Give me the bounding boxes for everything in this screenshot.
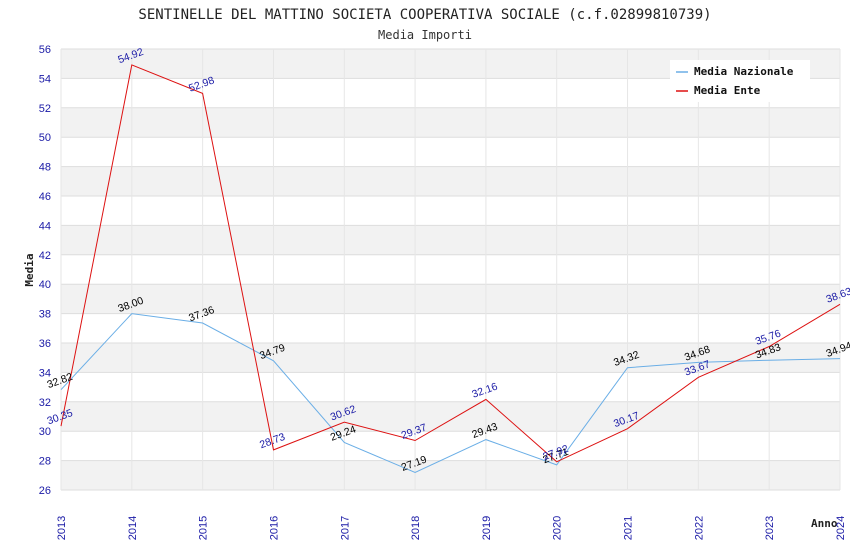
grid-band (61, 254, 840, 285)
x-tick-label: 2018 (410, 516, 422, 540)
y-tick-label: 44 (39, 220, 51, 232)
y-tick-label: 40 (39, 279, 51, 291)
y-tick-label: 48 (39, 162, 51, 174)
grid-band (61, 196, 840, 226)
grid-band (61, 372, 840, 402)
y-tick-labels: 26 28 30 32 34 36 38 40 42 44 46 48 50 52 54 56 (39, 44, 51, 497)
grid-band (61, 137, 840, 167)
x-tick-label: 2015 (198, 516, 210, 540)
grid-band (61, 166, 840, 196)
series-line-media-ente (60, 64, 841, 463)
y-tick-label: 42 (39, 250, 51, 262)
y-tick-label: 34 (39, 367, 51, 379)
y-tick-label: 26 (39, 485, 51, 497)
x-tick-label: 2023 (764, 516, 776, 540)
x-tick-label: 2014 (127, 516, 139, 540)
y-axis-label: Media (23, 253, 36, 286)
legend-item-label: Media Ente (694, 84, 761, 97)
grid-band (61, 225, 840, 255)
series-lines (60, 64, 841, 474)
series-line-media-nazionale (60, 313, 841, 474)
y-tick-label: 56 (39, 44, 51, 56)
grid-band (61, 460, 840, 490)
x-tick-label: 2019 (481, 516, 493, 540)
legend-item-label: Media Nazionale (694, 65, 794, 78)
x-tick-label: 2020 (552, 516, 564, 540)
chart-title: SENTINELLE DEL MATTINO SOCIETA COOPERATI… (138, 7, 711, 23)
y-tick-label: 36 (39, 338, 51, 350)
grid-band (61, 107, 840, 138)
y-tick-label: 28 (39, 456, 51, 468)
legend-box (670, 60, 810, 102)
x-tick-label: 2016 (268, 516, 280, 540)
x-tick-label: 2021 (623, 516, 635, 540)
background-bands (61, 49, 840, 490)
x-tick-labels: 2013 2014 2015 2016 2017 2018 2019 2020 2021 2022… (56, 516, 847, 540)
y-tick-label: 38 (39, 309, 51, 321)
y-tick-label: 32 (39, 397, 51, 409)
chart-subtitle: Media Importi (378, 28, 472, 42)
x-axis-label: Anno (811, 517, 838, 530)
y-tick-label: 50 (39, 132, 51, 144)
x-tick-label: 2013 (56, 516, 68, 540)
x-tick-label: 2022 (693, 516, 705, 540)
y-tick-label: 54 (39, 73, 51, 85)
x-tick-label: 2017 (339, 516, 351, 540)
y-tick-label: 46 (39, 191, 51, 203)
grid-band (61, 284, 840, 314)
y-tick-label: 52 (39, 103, 51, 115)
grid-band (61, 401, 840, 432)
y-tick-label: 30 (39, 426, 51, 438)
legend: Media Nazionale Media Ente (670, 60, 810, 102)
grid-band (61, 313, 840, 343)
grid-band (61, 343, 840, 373)
x-tick-label: 2024 (835, 516, 847, 540)
